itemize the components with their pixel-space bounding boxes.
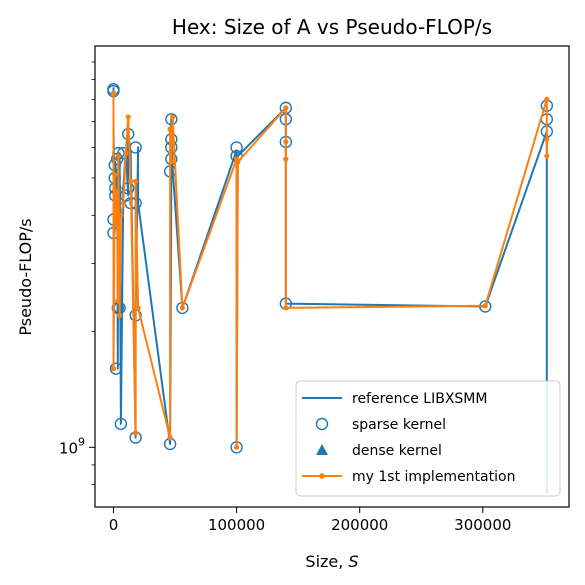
series-line [112, 93, 548, 449]
data-point [128, 178, 134, 184]
data-point [167, 126, 173, 132]
data-point [235, 159, 241, 165]
legend-swatch [315, 417, 329, 431]
data-point [482, 303, 488, 309]
data-point [114, 417, 128, 431]
data-point [283, 105, 289, 111]
data-point [117, 312, 123, 318]
x-tick-label: 200000 [331, 516, 388, 534]
x-axis-ticks: 0 100000 200000 300000 [109, 507, 511, 534]
data-point [108, 158, 121, 172]
data-point [169, 114, 176, 120]
x-tick-label: 300000 [454, 516, 511, 534]
y-axis-ticks: 109 [59, 61, 95, 486]
x-axis-label-variable: S [348, 552, 358, 571]
data-point [112, 216, 118, 223]
x-tick-label: 0 [109, 516, 119, 534]
data-point [135, 305, 141, 311]
data-point [114, 189, 120, 195]
plot-area [107, 82, 554, 494]
data-point [230, 141, 243, 154]
legend-label: dense kernel [352, 443, 442, 459]
legend-swatch [302, 473, 342, 479]
legend: reference LIBXSMM sparse kernel dense kern… [295, 380, 561, 497]
y-tick-label: 109 [59, 435, 85, 457]
data-point [113, 221, 120, 227]
data-point [544, 153, 550, 159]
series-layer [107, 82, 554, 494]
data-point [118, 212, 124, 218]
series-my-1st-implementation [110, 90, 550, 450]
data-point [283, 305, 289, 311]
legend-triangle [316, 444, 328, 455]
data-point [133, 430, 139, 436]
data-point [544, 96, 550, 102]
data-point [112, 172, 118, 178]
data-point [233, 444, 240, 450]
x-tick-label: 100000 [208, 516, 265, 534]
data-point [133, 178, 139, 184]
data-point [115, 153, 121, 159]
y-tick-label-base: 10 [59, 439, 78, 457]
data-point [110, 90, 117, 96]
legend-box [295, 380, 561, 497]
y-tick-label-exponent: 9 [78, 435, 85, 448]
legend-dot [319, 473, 325, 479]
data-point [168, 159, 174, 165]
data-point [115, 298, 121, 304]
y-axis-label: Pseudo-FLOP/s [16, 218, 35, 335]
legend-label: my 1st implementation [352, 469, 515, 485]
x-axis-label-text: Size, [305, 552, 348, 571]
data-point [110, 366, 117, 372]
data-point [125, 114, 131, 120]
data-point [123, 150, 129, 156]
data-point [544, 136, 550, 142]
legend-circle [315, 417, 329, 431]
data-point [283, 156, 289, 162]
legend-label: reference LIBXSMM [352, 391, 487, 407]
data-point [165, 113, 178, 126]
plot-frame [94, 45, 570, 508]
series-reference-libxsmm [112, 87, 548, 494]
legend-swatch [316, 444, 328, 455]
chart-title: Hex: Size of A vs Pseudo-FLOP/s [172, 15, 492, 39]
data-point [120, 200, 126, 206]
series-line [112, 87, 548, 494]
legend-label: sparse kernel [352, 417, 446, 433]
x-axis-label: Size, S [305, 552, 358, 571]
data-point [122, 182, 135, 195]
data-point [109, 362, 123, 375]
legend-entries: reference LIBXSMM sparse kernel dense kern… [302, 391, 515, 485]
data-point [179, 305, 186, 311]
data-point [283, 139, 289, 145]
data-point [167, 434, 173, 441]
